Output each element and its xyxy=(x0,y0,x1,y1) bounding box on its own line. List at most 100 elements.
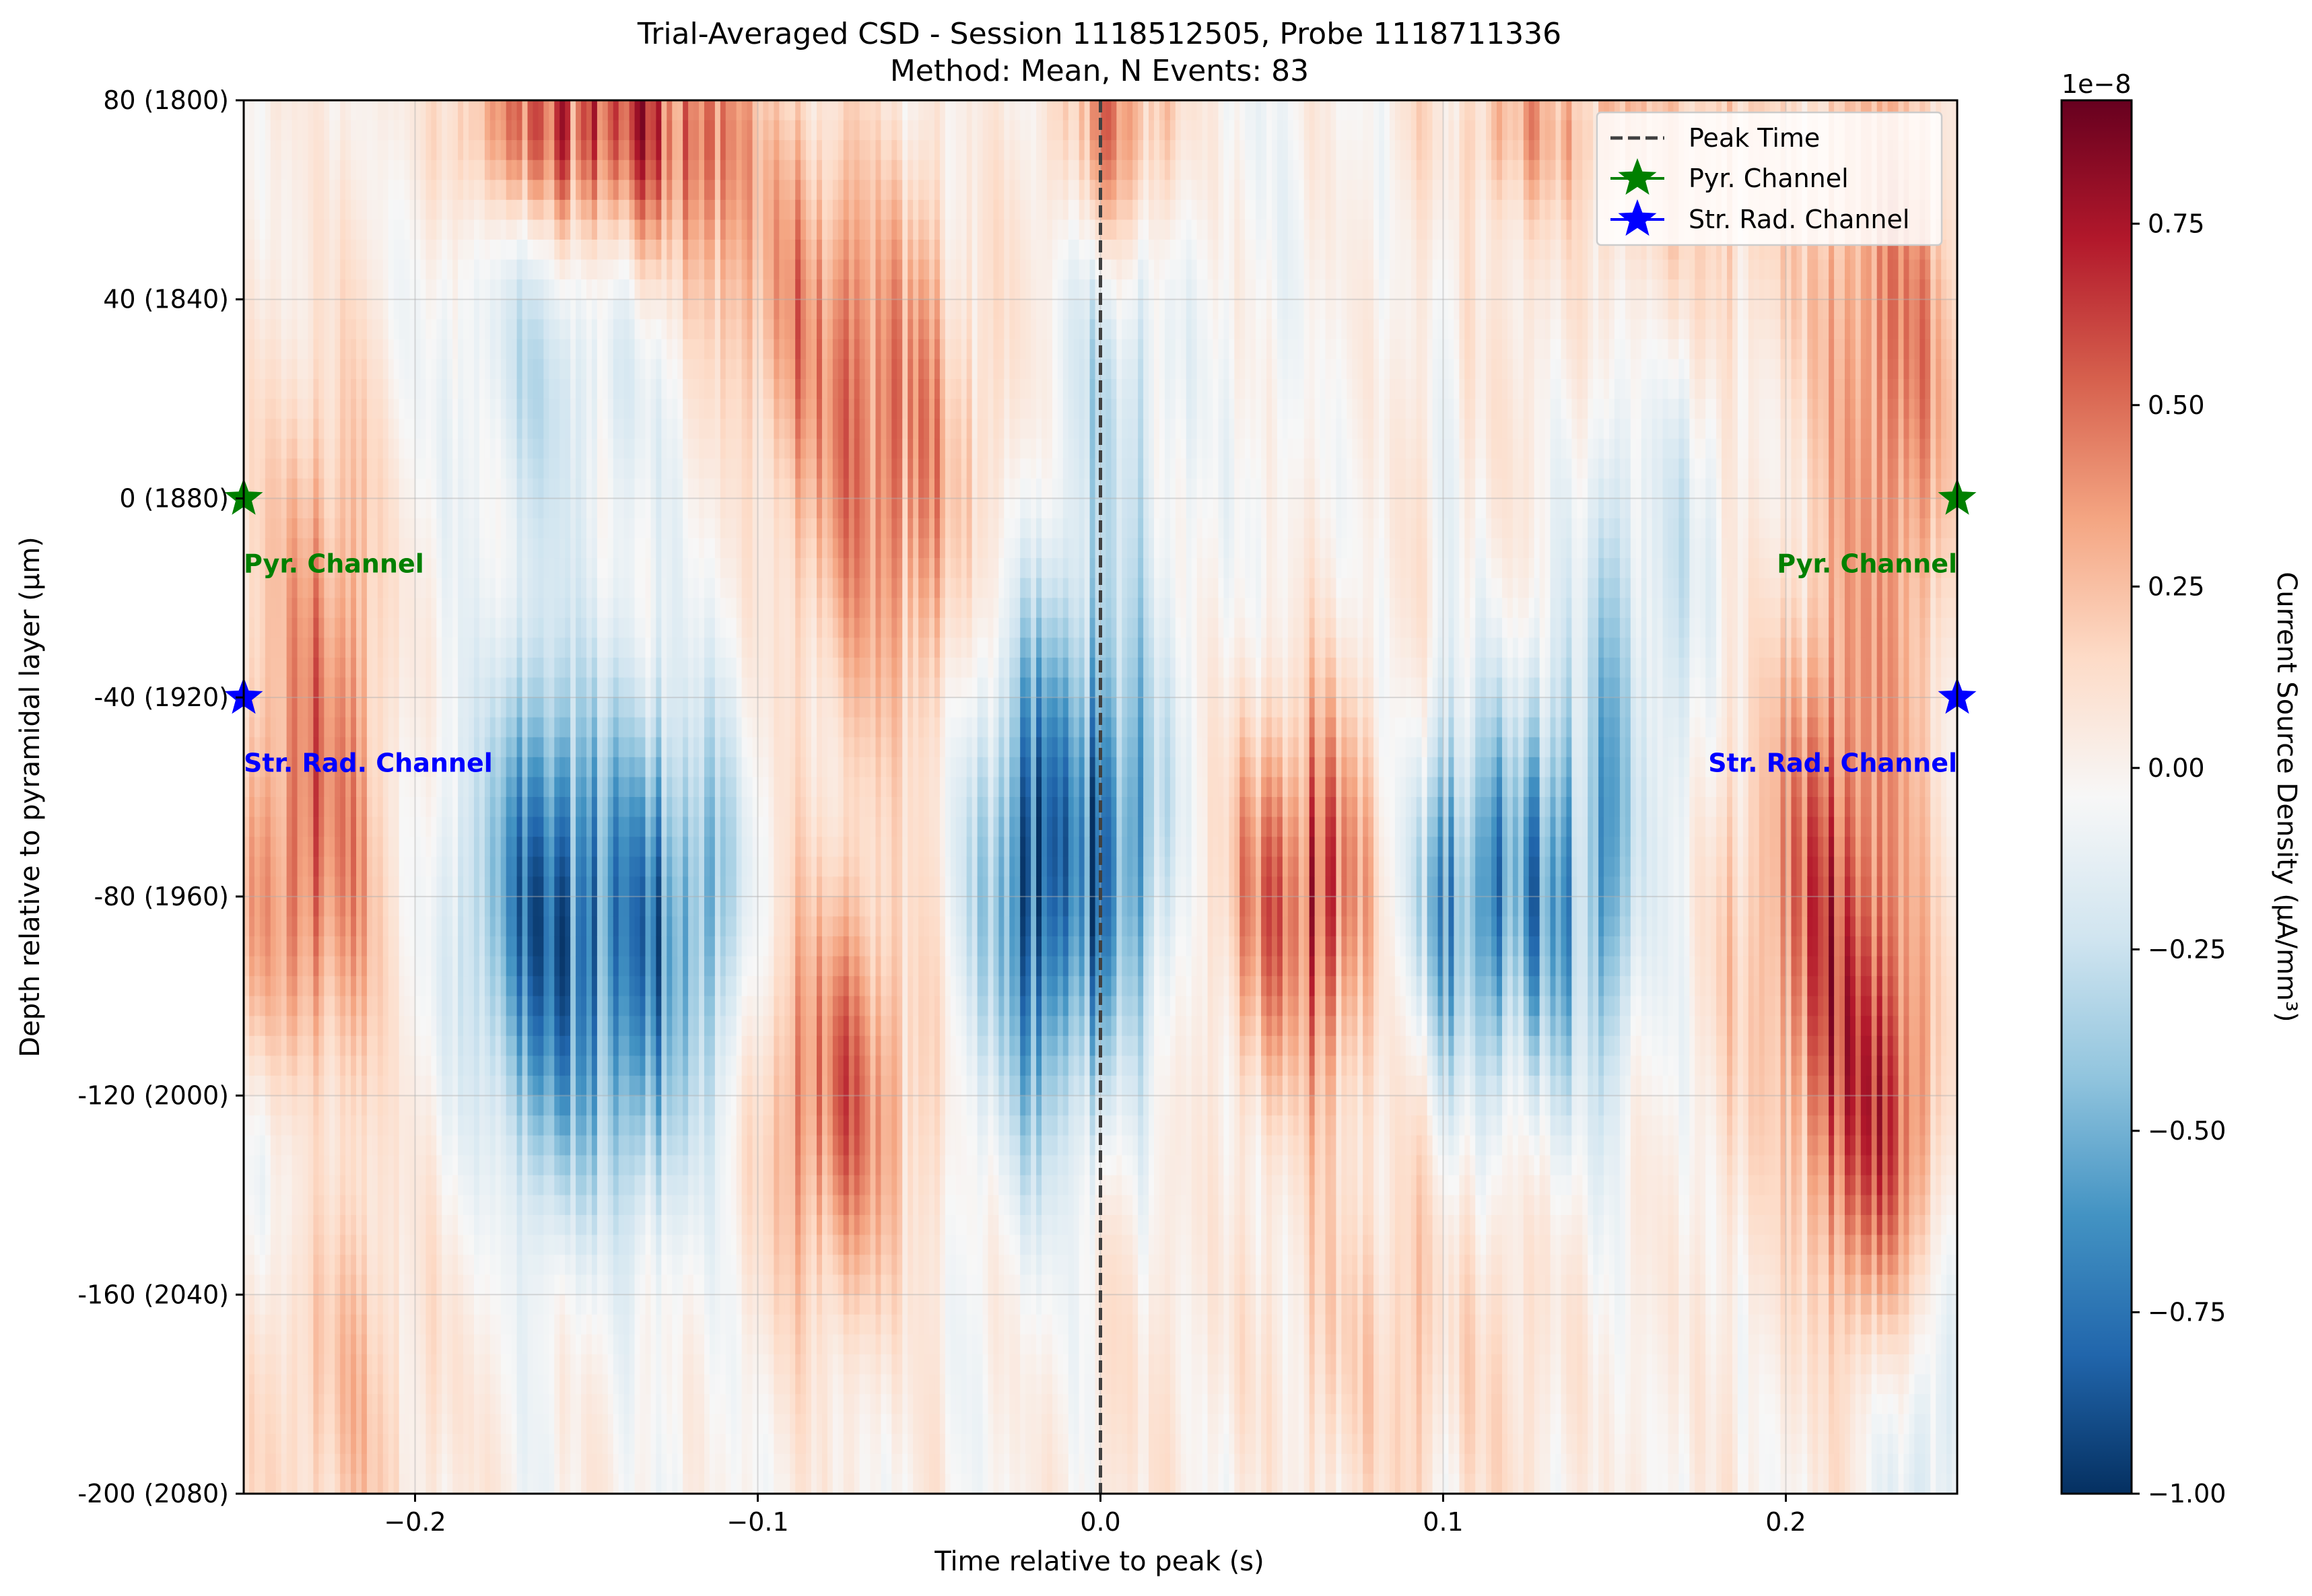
heatmap-cell xyxy=(522,777,529,797)
heatmap-cell xyxy=(318,697,325,718)
heatmap-cell xyxy=(383,160,389,180)
heatmap-cell xyxy=(458,300,464,320)
heatmap-cell xyxy=(603,399,609,419)
heatmap-cell xyxy=(436,658,442,678)
chart-title: Trial-Averaged CSD - Session 1118512505,… xyxy=(637,17,1561,51)
heatmap-cell xyxy=(281,100,287,120)
heatmap-cell xyxy=(388,718,395,738)
heatmap-cell xyxy=(292,240,298,260)
heatmap-cell xyxy=(340,1255,346,1275)
heatmap-cell xyxy=(431,1155,437,1175)
heatmap-cell xyxy=(281,578,287,598)
heatmap-cell xyxy=(281,876,287,897)
heatmap-cell xyxy=(576,379,582,399)
heatmap-cell xyxy=(345,339,351,359)
heatmap-cell xyxy=(276,399,282,419)
heatmap-cell xyxy=(603,936,609,957)
heatmap-cell xyxy=(549,598,555,618)
heatmap-cell xyxy=(271,160,277,180)
heatmap-cell xyxy=(592,876,598,897)
heatmap-cell xyxy=(442,897,448,917)
heatmap-cell xyxy=(383,1136,389,1156)
heatmap-cell xyxy=(431,658,437,678)
heatmap-cell xyxy=(313,219,319,240)
heatmap-cell xyxy=(281,1375,287,1395)
heatmap-cell xyxy=(313,359,319,379)
heatmap-cell xyxy=(506,897,512,917)
heatmap-cell xyxy=(565,1473,571,1494)
heatmap-cell xyxy=(415,1096,421,1116)
heatmap-cell xyxy=(329,180,335,200)
heatmap-cell xyxy=(399,1115,405,1136)
heatmap-cell xyxy=(329,219,335,240)
heatmap-cell xyxy=(329,936,335,957)
heatmap-cell xyxy=(254,916,261,936)
heatmap-cell xyxy=(522,1195,529,1215)
heatmap-cell xyxy=(276,618,282,638)
heatmap-cell xyxy=(313,100,319,120)
heatmap-cell xyxy=(442,180,448,200)
heatmap-cell xyxy=(356,458,362,479)
heatmap-cell xyxy=(287,957,293,977)
heatmap-cell xyxy=(597,718,603,738)
heatmap-cell xyxy=(501,300,507,320)
heatmap-cell xyxy=(271,598,277,618)
heatmap-cell xyxy=(576,200,582,220)
heatmap-cell xyxy=(501,1473,507,1494)
heatmap-cell xyxy=(608,339,614,359)
heatmap-cell xyxy=(528,578,534,598)
heatmap-cell xyxy=(565,1315,571,1335)
heatmap-cell xyxy=(543,319,549,339)
heatmap-cell xyxy=(420,916,426,936)
heatmap-cell xyxy=(452,718,458,738)
heatmap-cell xyxy=(426,658,432,678)
heatmap-cell xyxy=(292,1354,298,1375)
heatmap-cell xyxy=(276,637,282,658)
heatmap-cell xyxy=(447,1315,453,1335)
heatmap-cell xyxy=(287,1375,293,1395)
heatmap-cell xyxy=(543,279,549,300)
heatmap-cell xyxy=(624,598,630,618)
heatmap-cell xyxy=(479,996,485,1016)
heatmap-cell xyxy=(378,1235,384,1255)
heatmap-cell xyxy=(624,100,630,120)
heatmap-cell xyxy=(298,1255,304,1275)
heatmap-cell xyxy=(324,957,330,977)
heatmap-cell xyxy=(394,578,400,598)
heatmap-cell xyxy=(394,160,400,180)
heatmap-cell xyxy=(420,319,426,339)
heatmap-cell xyxy=(335,678,341,698)
heatmap-cell xyxy=(249,140,255,160)
heatmap-cell xyxy=(405,876,411,897)
heatmap-cell xyxy=(345,598,351,618)
heatmap-cell xyxy=(318,817,325,837)
heatmap-cell xyxy=(613,1175,619,1195)
heatmap-cell xyxy=(265,379,271,399)
heatmap-cell xyxy=(592,1473,598,1494)
heatmap-cell xyxy=(292,339,298,359)
heatmap-cell xyxy=(554,658,560,678)
heatmap-cell xyxy=(313,1115,319,1136)
heatmap-cell xyxy=(501,1175,507,1195)
heatmap-cell xyxy=(426,1136,432,1156)
heatmap-cell xyxy=(619,498,625,518)
heatmap-cell xyxy=(576,957,582,977)
heatmap-cell xyxy=(469,777,475,797)
heatmap-cell xyxy=(276,100,282,120)
heatmap-cell xyxy=(447,857,453,877)
heatmap-cell xyxy=(517,1036,523,1056)
heatmap-cell xyxy=(298,797,304,817)
heatmap-cell xyxy=(586,1334,592,1354)
heatmap-cell xyxy=(592,1155,598,1175)
heatmap-cell xyxy=(485,697,491,718)
heatmap-cell xyxy=(613,996,619,1016)
heatmap-cell xyxy=(528,976,534,996)
heatmap-cell xyxy=(287,1473,293,1494)
heatmap-cell xyxy=(554,1115,560,1136)
heatmap-cell xyxy=(420,857,426,877)
heatmap-cell xyxy=(372,260,378,280)
heatmap-cell xyxy=(501,598,507,618)
heatmap-cell xyxy=(324,1275,330,1295)
heatmap-cell xyxy=(383,279,389,300)
heatmap-cell xyxy=(426,1275,432,1295)
